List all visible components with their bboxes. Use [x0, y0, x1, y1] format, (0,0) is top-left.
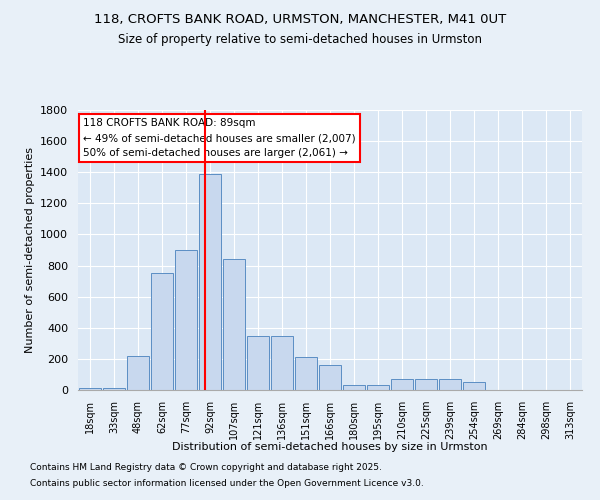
Bar: [463, 382, 485, 390]
Bar: [343, 384, 365, 390]
Bar: [79, 388, 101, 390]
Bar: [151, 274, 173, 390]
Bar: [415, 379, 437, 390]
Bar: [391, 379, 413, 390]
Bar: [103, 388, 125, 390]
Text: Contains public sector information licensed under the Open Government Licence v3: Contains public sector information licen…: [30, 478, 424, 488]
Bar: [223, 260, 245, 390]
Text: Distribution of semi-detached houses by size in Urmston: Distribution of semi-detached houses by …: [172, 442, 488, 452]
Y-axis label: Number of semi-detached properties: Number of semi-detached properties: [25, 147, 35, 353]
Bar: [247, 336, 269, 390]
Text: 118, CROFTS BANK ROAD, URMSTON, MANCHESTER, M41 0UT: 118, CROFTS BANK ROAD, URMSTON, MANCHEST…: [94, 12, 506, 26]
Bar: [367, 384, 389, 390]
Bar: [295, 356, 317, 390]
Bar: [319, 365, 341, 390]
Bar: [127, 356, 149, 390]
Text: Contains HM Land Registry data © Crown copyright and database right 2025.: Contains HM Land Registry data © Crown c…: [30, 464, 382, 472]
Text: Size of property relative to semi-detached houses in Urmston: Size of property relative to semi-detach…: [118, 32, 482, 46]
Bar: [439, 379, 461, 390]
Text: 118 CROFTS BANK ROAD: 89sqm
← 49% of semi-detached houses are smaller (2,007)
50: 118 CROFTS BANK ROAD: 89sqm ← 49% of sem…: [83, 118, 356, 158]
Bar: [271, 336, 293, 390]
Bar: [175, 250, 197, 390]
Bar: [199, 174, 221, 390]
